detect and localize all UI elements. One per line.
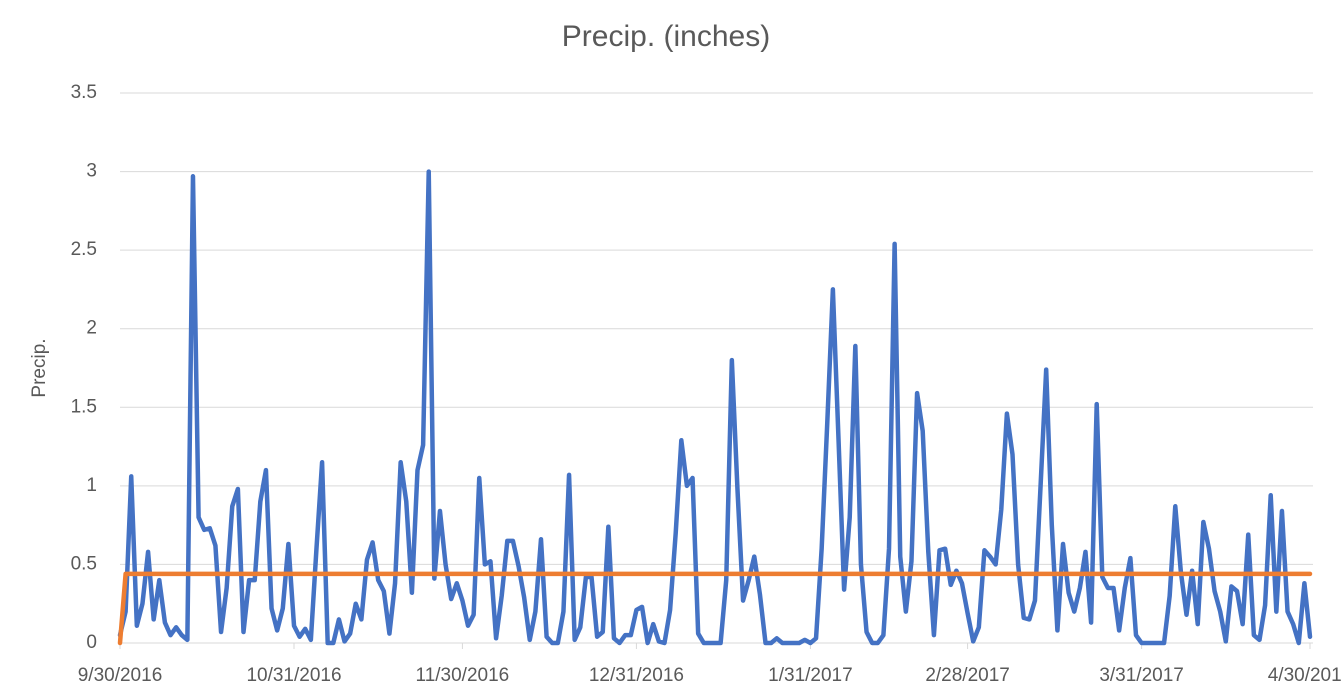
y-tick-label: 0 <box>86 632 97 653</box>
y-axis-label: Precip. <box>29 338 50 397</box>
x-tick-label: 12/31/2016 <box>589 665 684 686</box>
data-line <box>117 571 1313 646</box>
x-tick-label: 11/30/2016 <box>416 665 510 686</box>
x-tick-label: 1/31/2017 <box>768 665 853 686</box>
x-tick-label: 9/30/2016 <box>78 665 163 686</box>
y-tick-label: 2.5 <box>71 239 97 260</box>
y-tick-label: 1 <box>86 475 97 496</box>
x-tick-label: 4/30/2017 <box>1268 665 1341 686</box>
y-tick-label: 1.5 <box>71 396 97 417</box>
chart-title: Precip. (inches) <box>562 20 770 53</box>
y-tick-label: 3.5 <box>71 82 97 103</box>
x-tick-label: 2/28/2017 <box>925 665 1010 686</box>
data-line <box>117 169 1313 646</box>
y-tick-label: 0.5 <box>71 553 97 574</box>
x-tick-label: 3/31/2017 <box>1099 665 1184 686</box>
x-tick-label: 10/31/2016 <box>246 665 341 686</box>
y-tick-label: 2 <box>86 318 97 339</box>
y-tick-label: 3 <box>86 161 97 182</box>
